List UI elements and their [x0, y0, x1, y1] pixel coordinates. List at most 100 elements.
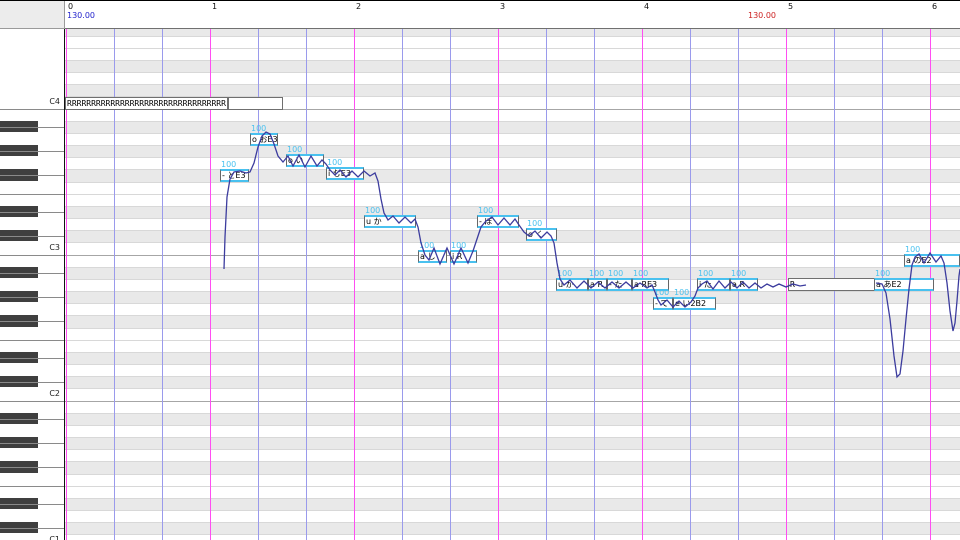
semitone-line	[65, 449, 960, 451]
rest-label: R	[790, 280, 795, 289]
black-key-row-shade	[65, 84, 960, 97]
semitone-line	[65, 108, 960, 110]
note-lyric: - た	[609, 280, 623, 289]
black-key[interactable]	[0, 376, 38, 388]
semitone-line	[65, 59, 960, 61]
semitone-line	[65, 400, 960, 402]
semitone-line	[65, 145, 960, 147]
black-key[interactable]	[0, 522, 38, 534]
semitone-line	[65, 291, 960, 293]
black-key[interactable]	[0, 266, 38, 278]
note-lyric: a あE2	[876, 280, 902, 289]
note[interactable]: a あE2	[874, 278, 934, 291]
note[interactable]: o く	[526, 228, 557, 241]
black-key-row-shade	[65, 120, 960, 133]
white-key-divider	[0, 339, 64, 341]
semitone-line	[65, 388, 960, 390]
note-lyric: i た	[699, 280, 712, 289]
note[interactable]: u か	[364, 215, 416, 228]
velocity-label: 100	[875, 269, 891, 278]
semitone-line	[65, 437, 960, 439]
beat-line	[402, 29, 403, 540]
white-key-divider	[0, 528, 64, 530]
semitone-line	[65, 461, 960, 463]
semitone-line	[65, 47, 960, 49]
velocity-label: 100	[557, 269, 573, 278]
white-key-divider	[0, 382, 64, 384]
note[interactable]: u か	[556, 278, 588, 291]
note[interactable]: e い2B2	[673, 297, 716, 310]
semitone-line	[65, 72, 960, 74]
black-key[interactable]	[0, 205, 38, 218]
note[interactable]: o おE3	[250, 133, 278, 146]
semitone-line	[65, 120, 960, 122]
measure-line	[498, 29, 499, 540]
piano-keyboard[interactable]: C4 C3 C2 C1	[0, 29, 65, 540]
black-key[interactable]	[0, 230, 38, 242]
tempo-change-value[interactable]: 130.00	[748, 11, 776, 20]
velocity-label: 100	[608, 269, 624, 278]
note[interactable]: - た	[607, 278, 632, 291]
note-grid[interactable]: RRRRRRRRRRRRRRRRRRRRRRRRRRRRRRRRR R - とE3 1…	[65, 29, 960, 540]
note[interactable]: a R	[588, 278, 607, 291]
note[interactable]: a のE2	[904, 254, 960, 267]
semitone-line	[65, 230, 960, 232]
note[interactable]: i た	[697, 278, 730, 291]
white-key-divider	[0, 418, 64, 420]
velocity-label: 100	[633, 269, 649, 278]
semitone-line	[65, 497, 960, 499]
note[interactable]: - とE3	[220, 169, 249, 182]
semitone-line	[65, 473, 960, 475]
note-lyric: - て	[655, 299, 669, 308]
measure-number: 0	[68, 2, 74, 11]
black-key-row-shade	[65, 437, 960, 450]
black-key[interactable]	[0, 120, 38, 132]
beat-line	[306, 29, 307, 540]
white-key-divider	[0, 126, 64, 128]
note-lyric: a R	[590, 280, 604, 289]
rest-note[interactable]: RRRRRRRRRRRRRRRRRRRRRRRRRRRRRRRRR	[65, 97, 228, 110]
note[interactable]: o い	[286, 154, 324, 167]
black-key[interactable]	[0, 351, 38, 364]
black-key[interactable]	[0, 461, 38, 473]
black-key-row-shade	[65, 522, 960, 535]
octave-label: C3	[49, 243, 60, 253]
rest-note[interactable]	[228, 97, 283, 110]
black-key[interactable]	[0, 497, 38, 510]
velocity-label: 100	[905, 245, 921, 254]
tempo-value[interactable]: 130.00	[67, 11, 95, 20]
semitone-line	[65, 303, 960, 305]
black-key[interactable]	[0, 169, 38, 181]
white-key-divider	[0, 503, 64, 505]
black-key-row-shade	[65, 29, 960, 36]
note-lyric: - ぼ	[479, 217, 493, 226]
black-key[interactable]	[0, 315, 38, 327]
black-key[interactable]	[0, 145, 38, 157]
semitone-line	[65, 522, 960, 524]
black-key[interactable]	[0, 412, 38, 424]
note[interactable]: - て	[653, 297, 673, 310]
note[interactable]: - ぼ	[477, 215, 519, 228]
beat-line	[450, 29, 451, 540]
white-key-divider	[0, 357, 64, 359]
note-lyric: - とE3	[222, 171, 246, 180]
note[interactable]: i むE3	[326, 167, 364, 180]
white-key-divider	[0, 108, 64, 110]
black-key[interactable]	[0, 437, 38, 449]
measure-number: 2	[356, 2, 362, 11]
note[interactable]: a し	[418, 250, 447, 263]
note[interactable]: i R	[450, 250, 477, 263]
semitone-line	[65, 364, 960, 366]
octave-label: C1	[49, 535, 60, 540]
timeline-ruler[interactable]: 130.00 130.00 0 1 2 3 4 5 6	[65, 1, 960, 29]
note[interactable]: a R	[730, 278, 758, 291]
white-key-divider	[0, 236, 64, 238]
white-key-divider	[0, 193, 64, 195]
white-key-divider	[0, 321, 64, 323]
measure-number: 1	[212, 2, 218, 11]
velocity-label: 100	[419, 241, 435, 250]
black-key[interactable]	[0, 291, 38, 303]
rest-note[interactable]: R	[788, 278, 886, 291]
black-key-row-shade	[65, 461, 960, 474]
